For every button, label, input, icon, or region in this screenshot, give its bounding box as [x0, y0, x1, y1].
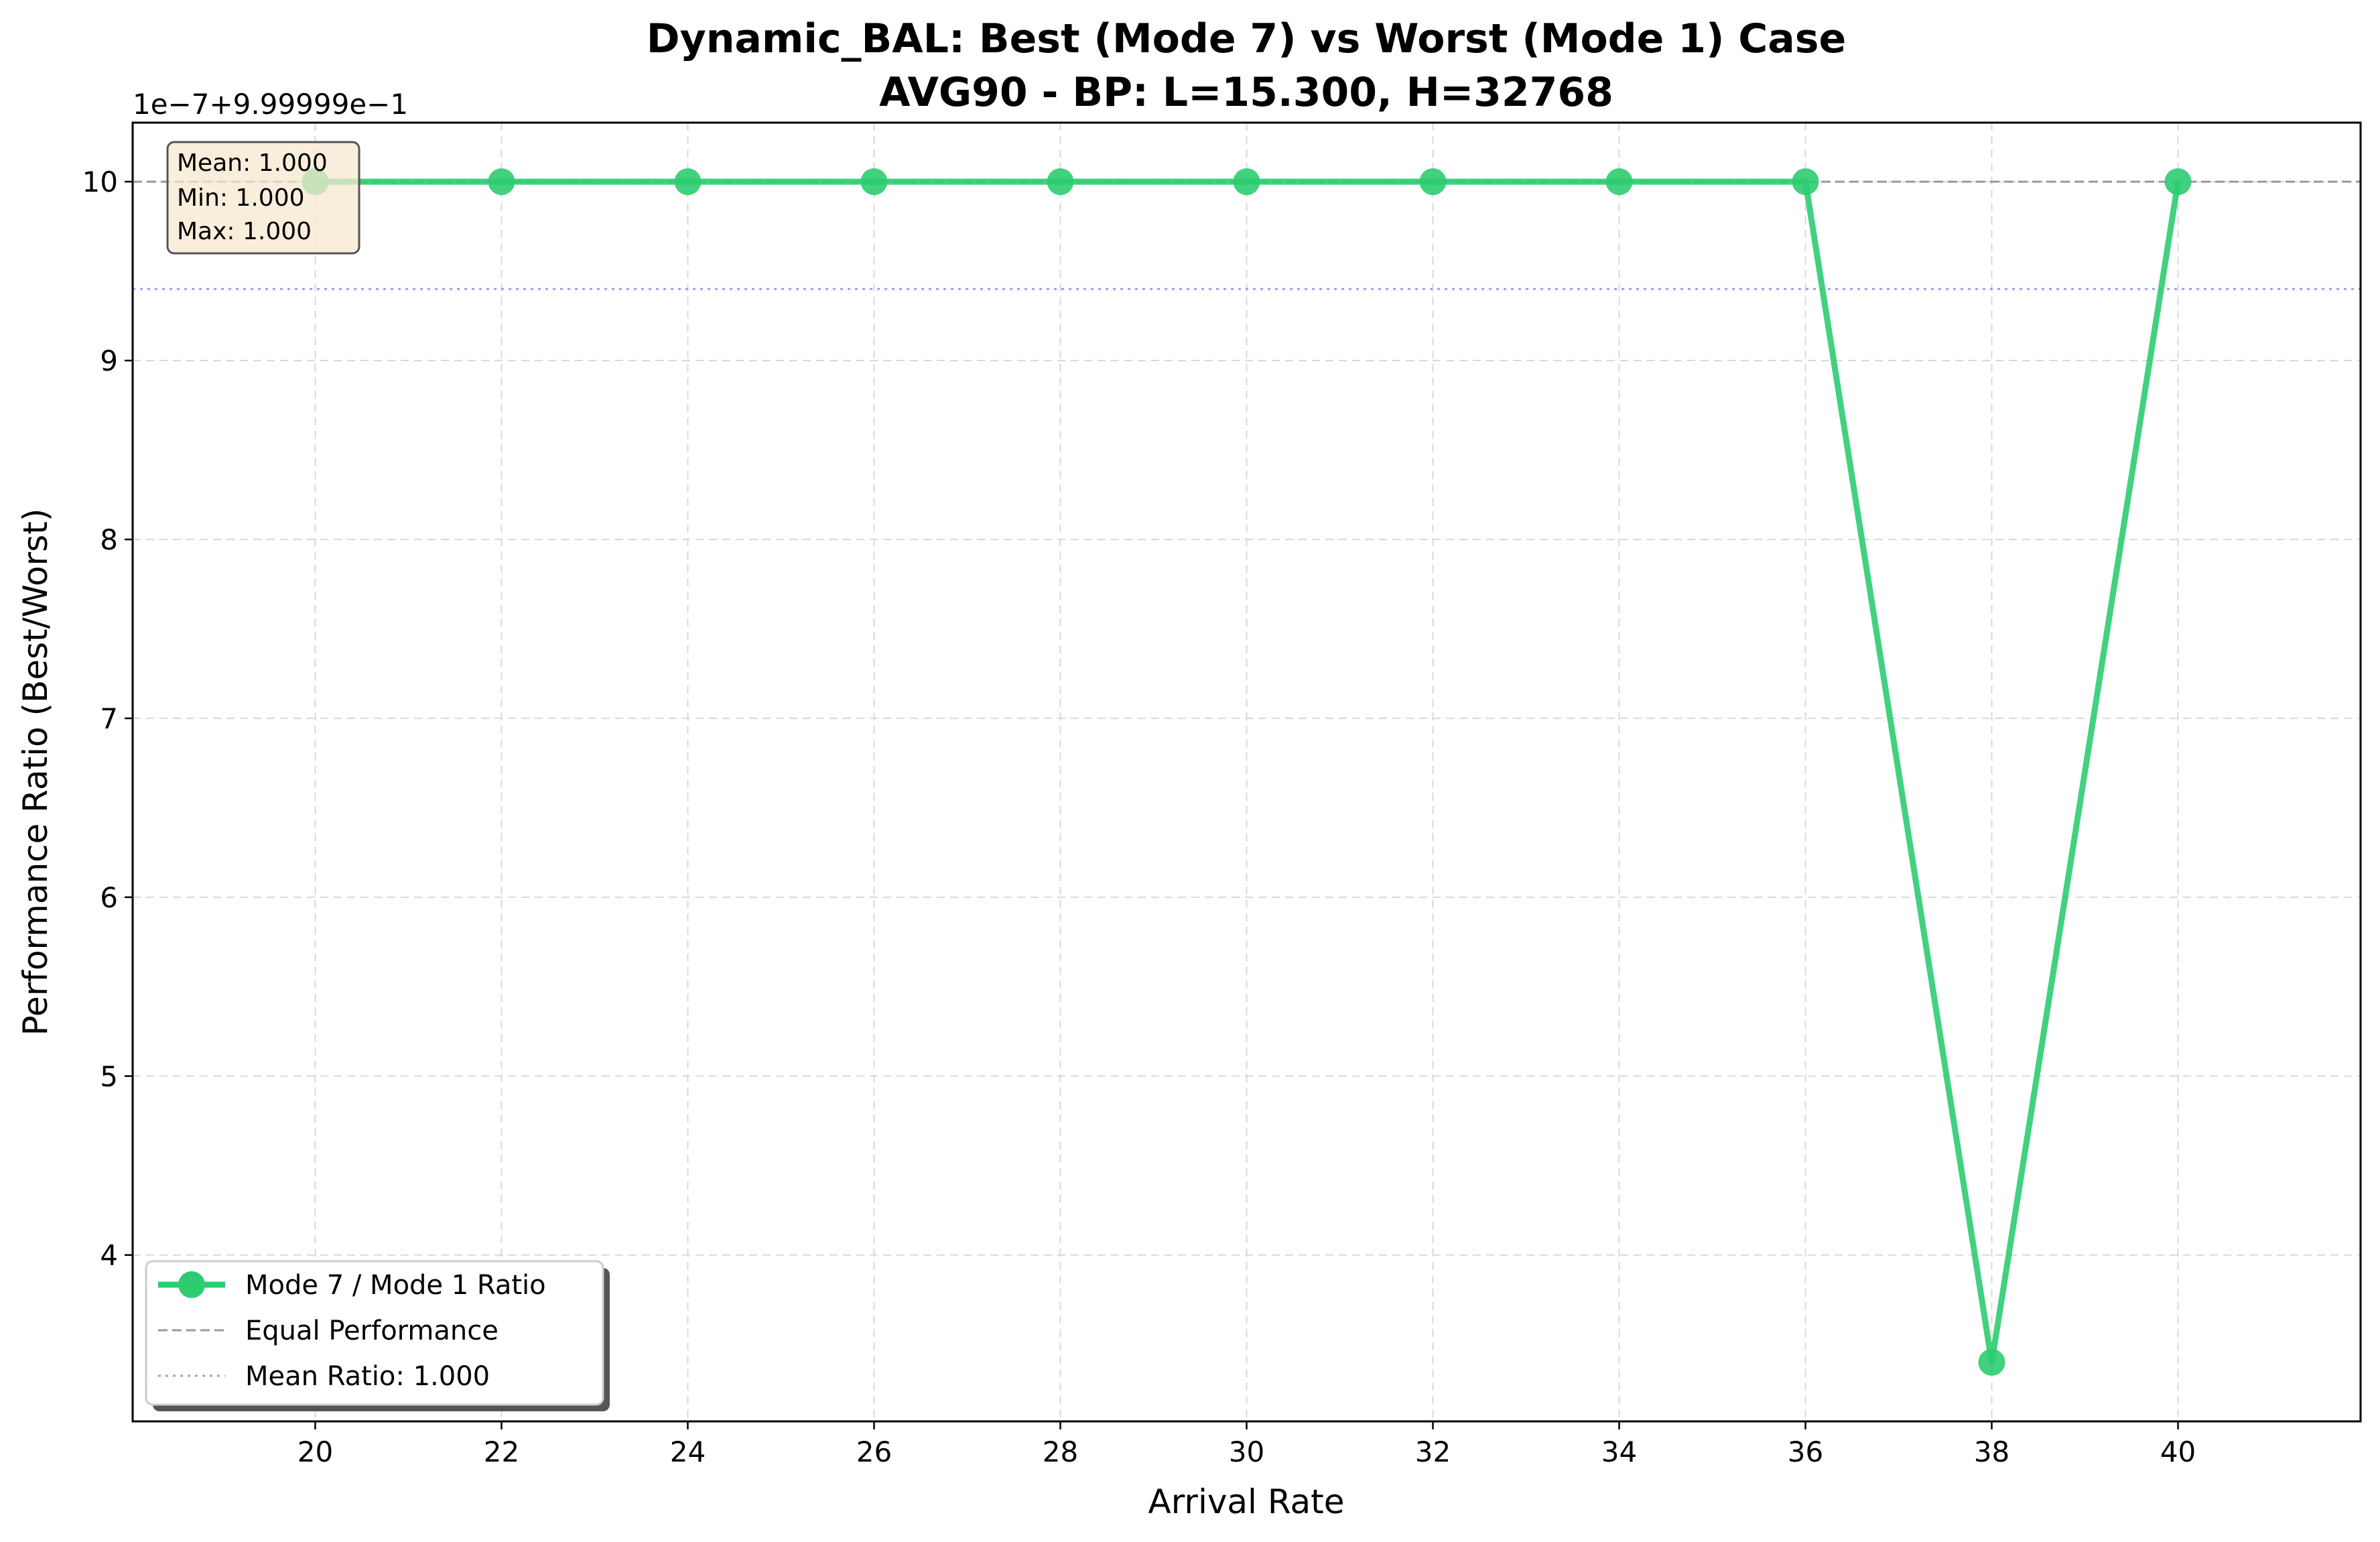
- x-tick-label: 26: [856, 1435, 892, 1468]
- y-tick-label: 10: [82, 166, 118, 198]
- data-point: [2164, 168, 2192, 196]
- x-tick-label: 34: [1601, 1435, 1637, 1468]
- y-tick-label: 9: [100, 344, 118, 377]
- x-axis-ticks: 20 22 24 26 28 30 32 34 36 38 40: [298, 1421, 2196, 1468]
- chart-title-line-2: AVG90 - BP: L=15.300, H=32768: [879, 69, 1613, 116]
- data-point: [1978, 1348, 2005, 1376]
- x-tick-label: 20: [298, 1435, 333, 1468]
- x-tick-label: 38: [1974, 1435, 2009, 1468]
- x-tick-label: 30: [1229, 1435, 1264, 1468]
- stats-mean: Mean: 1.000: [177, 149, 328, 177]
- stats-box-background: [166, 141, 360, 255]
- legend-swatch-series-marker: [178, 1271, 205, 1298]
- x-axis-label: Arrival Rate: [1148, 1482, 1345, 1521]
- data-point: [1419, 168, 1447, 196]
- data-point: [488, 168, 515, 196]
- y-tick-label: 6: [100, 881, 118, 914]
- data-point: [860, 168, 888, 196]
- data-point: [674, 168, 702, 196]
- legend: Mode 7 / Mode 1 Ratio Equal Performance …: [145, 1260, 610, 1411]
- x-tick-label: 28: [1043, 1435, 1078, 1468]
- y-tick-label: 4: [100, 1239, 118, 1272]
- legend-label-mean-ratio: Mean Ratio: 1.000: [245, 1361, 490, 1392]
- x-tick-label: 40: [2160, 1435, 2196, 1468]
- y-axis-ticks: 4 5 6 7 8 9 10: [82, 166, 133, 1272]
- data-point: [1792, 168, 1819, 196]
- x-tick-label: 22: [484, 1435, 519, 1468]
- stats-box: Mean: 1.000 Min: 1.000 Max: 1.000: [166, 141, 360, 255]
- x-tick-label: 32: [1415, 1435, 1451, 1468]
- y-tick-label: 8: [100, 523, 118, 556]
- x-tick-label: 36: [1788, 1435, 1823, 1468]
- y-axis-offset-label: 1e−7+9.99999e−1: [133, 88, 408, 121]
- legend-label-series: Mode 7 / Mode 1 Ratio: [245, 1270, 546, 1301]
- data-point: [1047, 168, 1074, 196]
- grid: [133, 123, 2361, 1421]
- stats-min: Min: 1.000: [177, 184, 305, 212]
- legend-swatches: [158, 1271, 225, 1377]
- y-axis-label: Performance Ratio (Best/Worst): [16, 509, 55, 1036]
- x-tick-label: 24: [670, 1435, 706, 1468]
- legend-frame: [145, 1260, 604, 1406]
- stats-max: Max: 1.000: [177, 218, 312, 245]
- data-point: [1605, 168, 1633, 196]
- y-tick-label: 5: [100, 1060, 118, 1093]
- data-point: [1233, 168, 1260, 196]
- legend-label-equal-performance: Equal Performance: [245, 1315, 499, 1346]
- chart-title-line-1: Dynamic_BAL: Best (Mode 7) vs Worst (Mod…: [647, 15, 1846, 62]
- y-tick-label: 7: [100, 702, 118, 735]
